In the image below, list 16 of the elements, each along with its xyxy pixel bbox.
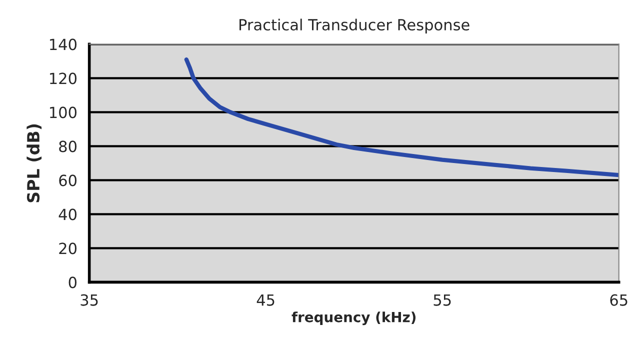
line-series <box>184 57 619 178</box>
x-tick-label: 35 <box>80 294 98 306</box>
y-tick-label: 140 <box>50 38 76 50</box>
x-tick-label: 55 <box>434 294 451 306</box>
y-tick-label: 40 <box>58 208 76 220</box>
y-tick-label: 80 <box>59 140 76 152</box>
y-tick-label: 120 <box>50 72 76 84</box>
y-tick-label: 60 <box>59 174 76 186</box>
y-tick-label: 100 <box>50 106 76 118</box>
y-tick-label: 20 <box>59 242 76 254</box>
x-axis-title: frequency (kHz) <box>292 312 416 326</box>
chart-title: Practical Transducer Response <box>240 18 470 34</box>
y-axis-title: SPL (dB) <box>26 124 42 202</box>
x-tick-label: 65 <box>610 294 628 306</box>
x-tick-label: 45 <box>256 294 274 306</box>
y-tick-label: 0 <box>68 276 76 288</box>
